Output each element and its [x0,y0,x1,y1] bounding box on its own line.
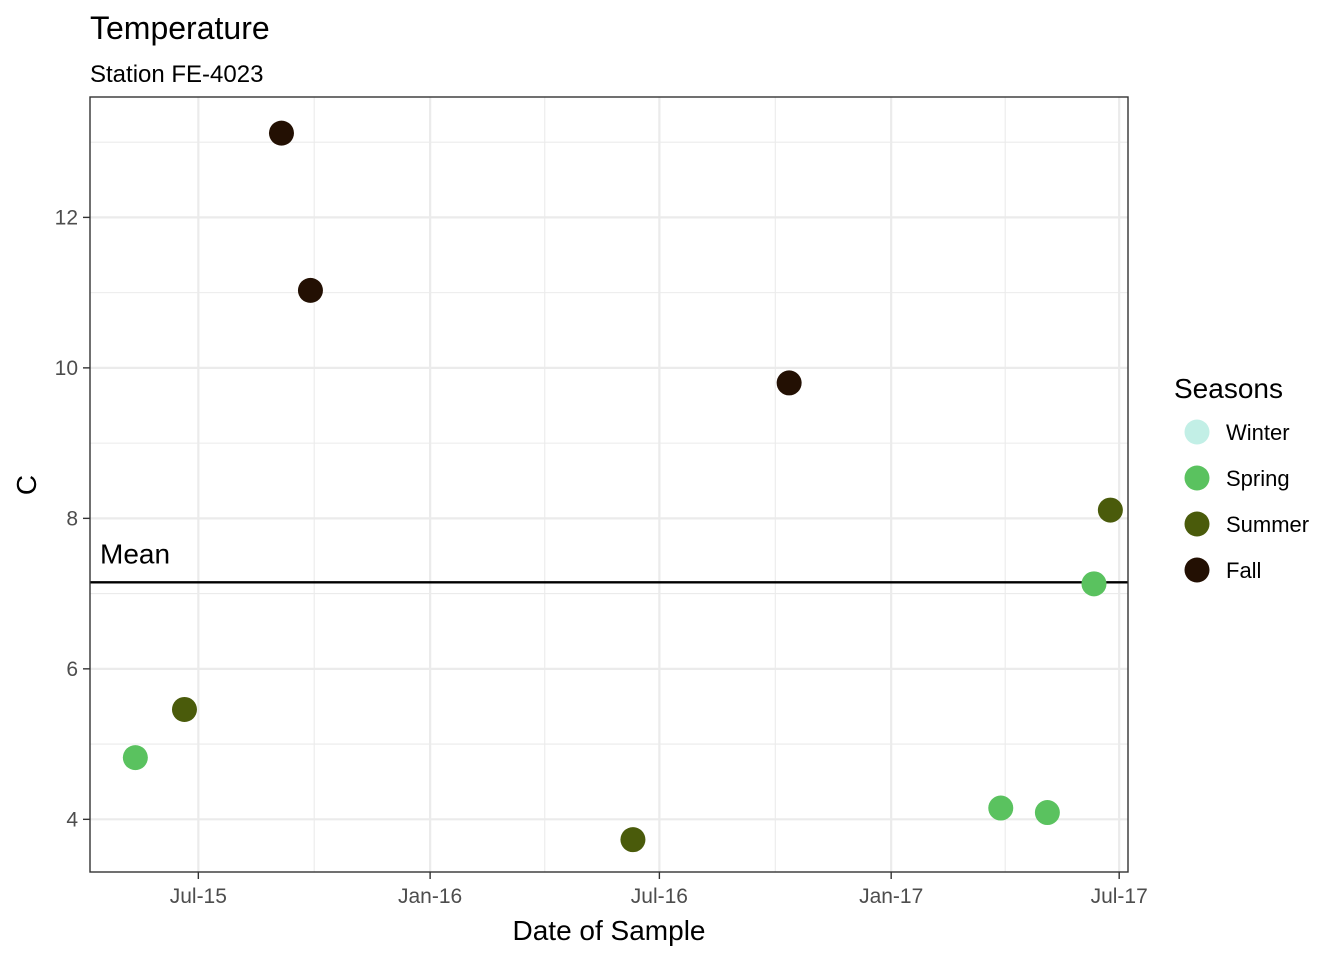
chart-subtitle: Station FE-4023 [90,61,263,88]
legend-key-spring [1184,465,1210,491]
x-axis-title: Date of Sample [513,915,706,946]
plot-border [89,96,1129,873]
legend-label-winter: Winter [1226,420,1290,445]
x-tick-label: Jan-16 [398,885,462,908]
x-tick-label: Jan-17 [859,885,923,908]
data-point-fall [776,370,802,396]
mean-line-group: Mean [90,538,1128,584]
legend-label-spring: Spring [1226,466,1290,491]
legend-title: Seasons [1174,373,1283,404]
legend-key-winter [1184,419,1210,445]
grid-lines [90,97,1128,872]
legend-label-summer: Summer [1226,512,1309,537]
x-tick-label: Jul-15 [170,885,227,908]
data-point-spring [1034,800,1060,826]
x-tick-label: Jul-16 [631,885,688,908]
y-axis-title: C [11,475,42,495]
data-point-spring [122,745,148,771]
data-point-spring [988,795,1014,821]
plot-panel [90,97,1128,872]
y-tick-label: 8 [66,507,78,530]
legend: Seasons Winter Spring Summer Fall [1174,373,1309,583]
data-point-summer [1097,497,1123,523]
x-tick-label: Jul-17 [1091,885,1148,908]
x-axis: Jul-15 Jan-16 Jul-16 Jan-17 Jul-17 [170,872,1148,908]
y-tick-label: 12 [55,206,78,229]
legend-key-fall [1184,557,1210,583]
chart-title: Temperature [90,10,270,46]
y-axis: 4 6 8 10 12 [55,206,90,831]
data-points [122,120,1123,853]
legend-label-fall: Fall [1226,558,1261,583]
data-point-fall [297,277,323,303]
legend-key-summer [1184,511,1210,537]
y-tick-label: 6 [66,658,78,681]
mean-label: Mean [100,538,170,569]
y-tick-label: 10 [55,357,78,380]
y-tick-label: 4 [66,808,78,831]
data-point-fall [268,120,294,146]
data-point-summer [171,696,197,722]
data-point-summer [620,827,646,853]
data-point-spring [1081,571,1107,597]
